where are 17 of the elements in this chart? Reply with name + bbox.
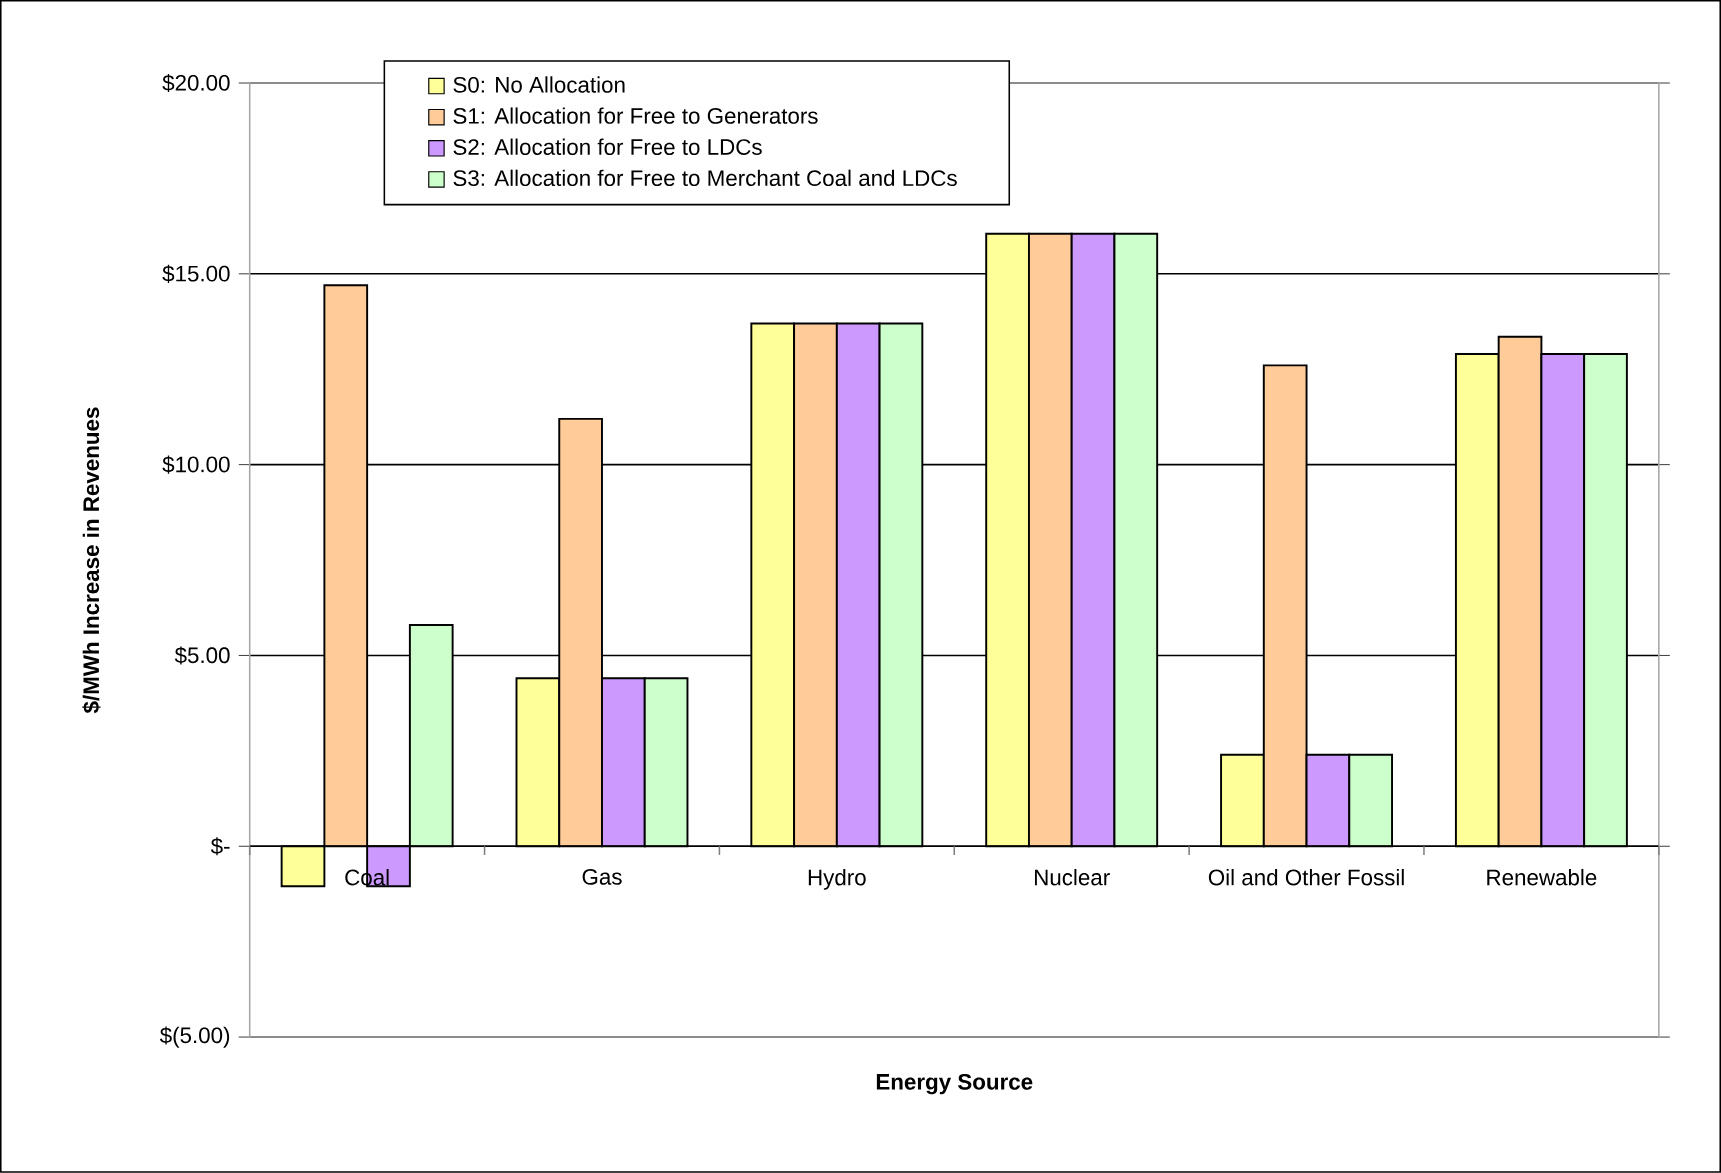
y-tick-label: $- xyxy=(210,837,230,856)
x-tick-label: Nuclear xyxy=(1034,869,1110,886)
legend-label: S2: Allocation for Free to LDCs xyxy=(453,138,762,156)
legend-label: S0: No Allocation xyxy=(453,76,625,93)
x-tick-label: Oil and Other Fossil xyxy=(1208,869,1404,886)
x-axis-title: Energy Source xyxy=(876,1074,1033,1095)
x-tick-label: Hydro xyxy=(808,869,866,890)
y-tick-label: $(5.00) xyxy=(159,1026,230,1048)
legend-label: S3: Allocation for Free to Merchant Coal and LDCs xyxy=(453,169,957,187)
x-tick-label: Gas xyxy=(582,869,622,885)
y-axis-title: $/MWh Increase in Revenues xyxy=(82,407,101,714)
y-tick-label: $10.00 xyxy=(162,455,230,474)
legend-label: S1: Allocation for Free to Generators xyxy=(453,107,818,124)
y-tick-label: $15.00 xyxy=(162,264,230,284)
y-tick-label: $20.00 xyxy=(162,74,230,93)
y-tick-label: $5.00 xyxy=(174,646,230,665)
x-tick-label: Renewable xyxy=(1487,869,1597,886)
